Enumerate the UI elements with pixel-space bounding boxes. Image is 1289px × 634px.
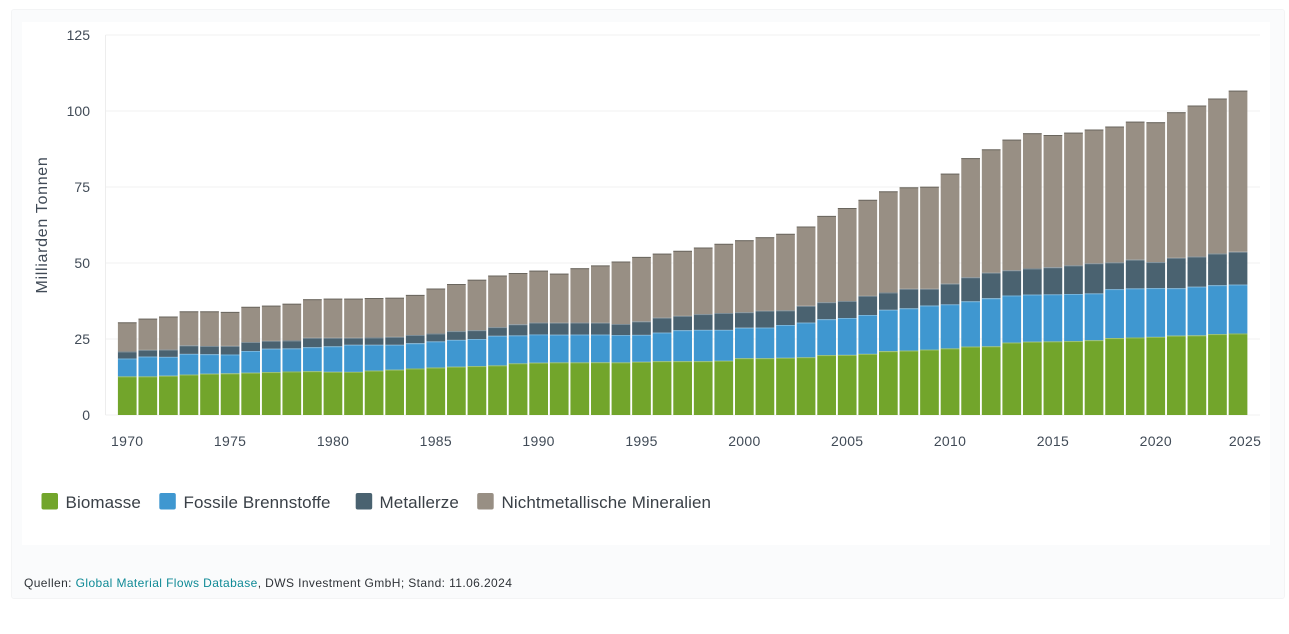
svg-text:1975: 1975	[214, 433, 246, 449]
svg-text:125: 125	[67, 27, 91, 43]
svg-text:2015: 2015	[1037, 433, 1069, 449]
svg-text:2020: 2020	[1140, 433, 1172, 449]
svg-text:Nichtmetallische Mineralien: Nichtmetallische Mineralien	[502, 493, 712, 512]
svg-text:0: 0	[82, 407, 90, 423]
svg-text:Metallerze: Metallerze	[380, 493, 459, 512]
svg-text:100: 100	[67, 103, 91, 119]
svg-text:Biomasse: Biomasse	[66, 493, 141, 512]
svg-text:Fossile Brennstoffe: Fossile Brennstoffe	[184, 493, 331, 512]
svg-text:25: 25	[74, 331, 90, 347]
svg-text:2005: 2005	[831, 433, 863, 449]
svg-text:1990: 1990	[522, 433, 554, 449]
svg-text:2010: 2010	[934, 433, 966, 449]
svg-text:1985: 1985	[420, 433, 452, 449]
svg-text:75: 75	[74, 179, 90, 195]
svg-text:1995: 1995	[625, 433, 657, 449]
svg-text:Milliarden Tonnen: Milliarden Tonnen	[34, 156, 51, 293]
svg-text:1970: 1970	[111, 433, 143, 449]
svg-text:2000: 2000	[728, 433, 760, 449]
svg-text:2025: 2025	[1229, 433, 1261, 449]
svg-text:1980: 1980	[317, 433, 349, 449]
svg-text:50: 50	[74, 255, 90, 271]
